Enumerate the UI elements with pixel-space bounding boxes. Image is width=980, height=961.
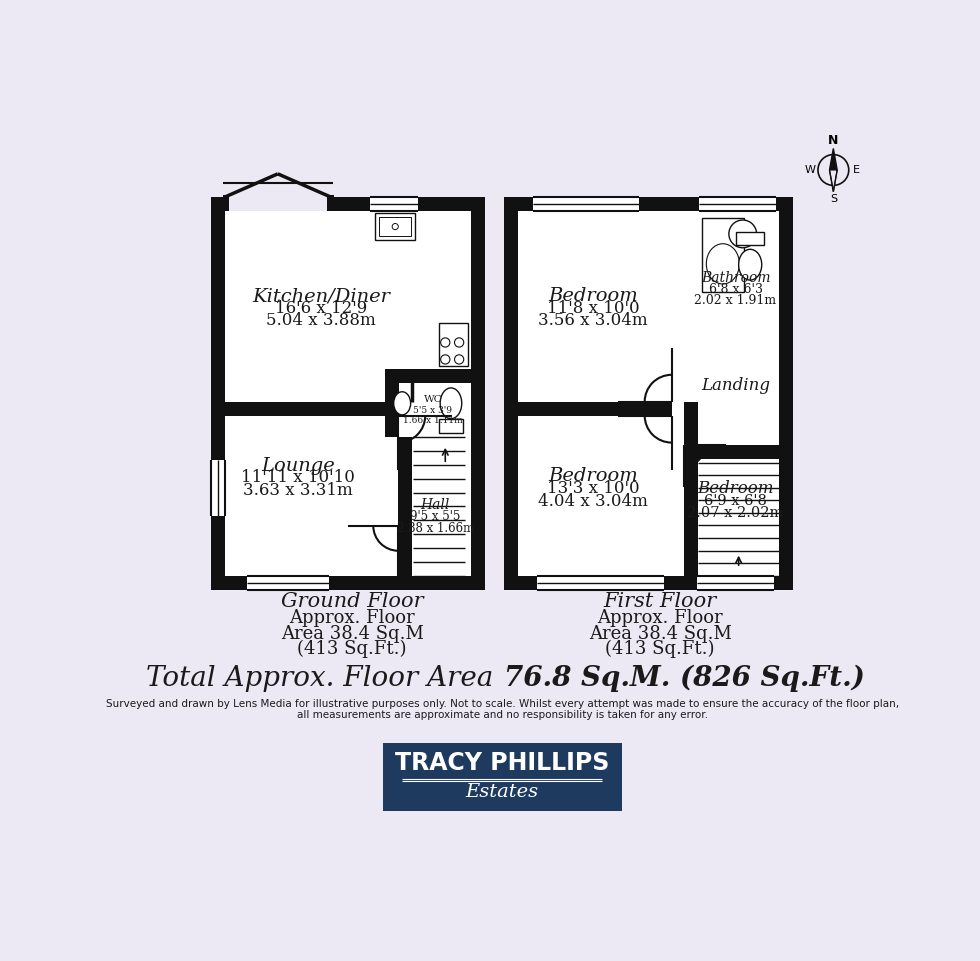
Text: 9'5 x 5'5: 9'5 x 5'5: [410, 510, 461, 523]
Text: 11'8 x 10'0: 11'8 x 10'0: [547, 300, 639, 317]
Ellipse shape: [707, 244, 739, 283]
Bar: [212, 576, 485, 590]
Bar: [439, 323, 468, 365]
Text: Approx. Floor: Approx. Floor: [597, 609, 723, 628]
Text: Landing: Landing: [701, 377, 770, 394]
Bar: [369, 197, 417, 210]
Text: Estates: Estates: [466, 783, 539, 801]
Bar: [471, 197, 485, 590]
Text: N: N: [828, 135, 839, 147]
Bar: [504, 197, 794, 210]
Bar: [375, 213, 416, 240]
Polygon shape: [829, 148, 837, 170]
Text: 3.56 x 3.04m: 3.56 x 3.04m: [538, 312, 648, 330]
Bar: [383, 743, 621, 811]
Bar: [212, 460, 225, 516]
Circle shape: [729, 220, 757, 248]
Bar: [779, 197, 794, 590]
Text: (413 Sq.Ft.): (413 Sq.Ft.): [297, 640, 407, 658]
Text: Area 38.4 Sq.M: Area 38.4 Sq.M: [589, 625, 731, 643]
Bar: [247, 576, 329, 590]
Bar: [533, 197, 639, 210]
Bar: [225, 402, 398, 415]
Text: 13'3 x 10'0: 13'3 x 10'0: [547, 480, 639, 497]
Text: Bedroom: Bedroom: [548, 467, 638, 485]
Bar: [697, 576, 774, 590]
Text: Bathroom: Bathroom: [701, 271, 770, 284]
Bar: [225, 197, 330, 210]
Text: Area 38.4 Sq.M: Area 38.4 Sq.M: [280, 625, 423, 643]
Text: 2.07 x 2.02m: 2.07 x 2.02m: [687, 506, 784, 521]
Bar: [699, 197, 775, 210]
Text: Kitchen/Diner: Kitchen/Diner: [252, 287, 390, 306]
Bar: [385, 369, 399, 437]
Text: 11'11 x 10'10: 11'11 x 10'10: [241, 470, 355, 486]
Text: 2.02 x 1.91m: 2.02 x 1.91m: [695, 294, 776, 308]
Circle shape: [441, 338, 450, 347]
Text: 16'6 x 12'9: 16'6 x 12'9: [275, 300, 368, 317]
Polygon shape: [829, 170, 837, 191]
Text: W: W: [805, 165, 815, 175]
Bar: [385, 369, 479, 383]
Bar: [212, 197, 485, 590]
Text: S: S: [830, 194, 837, 205]
Text: 76.8 Sq.M. (826 Sq.Ft.): 76.8 Sq.M. (826 Sq.Ft.): [504, 664, 864, 692]
Circle shape: [392, 224, 398, 230]
Circle shape: [455, 355, 464, 364]
Text: WC: WC: [423, 395, 442, 404]
Text: 6'9 x 6'8: 6'9 x 6'8: [704, 494, 767, 508]
Text: Bedroom: Bedroom: [698, 480, 774, 497]
Text: TRACY PHILLIPS: TRACY PHILLIPS: [395, 752, 610, 776]
Text: Approx. Floor: Approx. Floor: [289, 609, 415, 628]
Text: Hall: Hall: [420, 498, 450, 512]
Text: Total Approx. Floor Area: Total Approx. Floor Area: [146, 665, 503, 692]
Bar: [326, 195, 334, 210]
Bar: [212, 197, 239, 210]
Text: 2.88 x 1.66m: 2.88 x 1.66m: [397, 522, 474, 534]
Bar: [212, 197, 225, 590]
Circle shape: [455, 338, 464, 347]
Bar: [736, 232, 764, 245]
Text: Surveyed and drawn by Lens Media for illustrative purposes only. Not to scale. W: Surveyed and drawn by Lens Media for ill…: [106, 699, 899, 708]
Bar: [702, 218, 744, 291]
Bar: [537, 576, 664, 590]
Text: 6'8 x 6'3: 6'8 x 6'3: [709, 283, 762, 296]
Text: 4.04 x 3.04m: 4.04 x 3.04m: [538, 493, 648, 509]
Text: 1.66 x 1.11m: 1.66 x 1.11m: [403, 416, 463, 425]
Bar: [398, 437, 413, 576]
Bar: [439, 419, 464, 433]
Bar: [222, 195, 229, 210]
Bar: [504, 197, 794, 590]
Text: First Floor: First Floor: [604, 592, 716, 610]
Text: 5.04 x 3.88m: 5.04 x 3.88m: [267, 312, 376, 330]
Ellipse shape: [739, 249, 761, 280]
Ellipse shape: [394, 392, 411, 415]
Circle shape: [441, 355, 450, 364]
Ellipse shape: [440, 388, 462, 419]
Bar: [225, 197, 485, 210]
Text: Lounge: Lounge: [262, 456, 335, 475]
Bar: [504, 576, 794, 590]
Text: (413 Sq.Ft.): (413 Sq.Ft.): [606, 640, 714, 658]
Text: 3.63 x 3.31m: 3.63 x 3.31m: [243, 481, 353, 499]
Text: E: E: [853, 165, 860, 175]
Text: all measurements are approximate and no responsibility is taken for any error.: all measurements are approximate and no …: [297, 710, 708, 720]
Bar: [684, 402, 698, 590]
Text: Bedroom: Bedroom: [548, 287, 638, 306]
Bar: [379, 217, 412, 236]
Bar: [684, 445, 779, 458]
Text: 5'5 x 3'9: 5'5 x 3'9: [414, 406, 453, 415]
Bar: [504, 197, 517, 590]
Bar: [517, 402, 671, 415]
Text: Ground Floor: Ground Floor: [281, 592, 423, 610]
